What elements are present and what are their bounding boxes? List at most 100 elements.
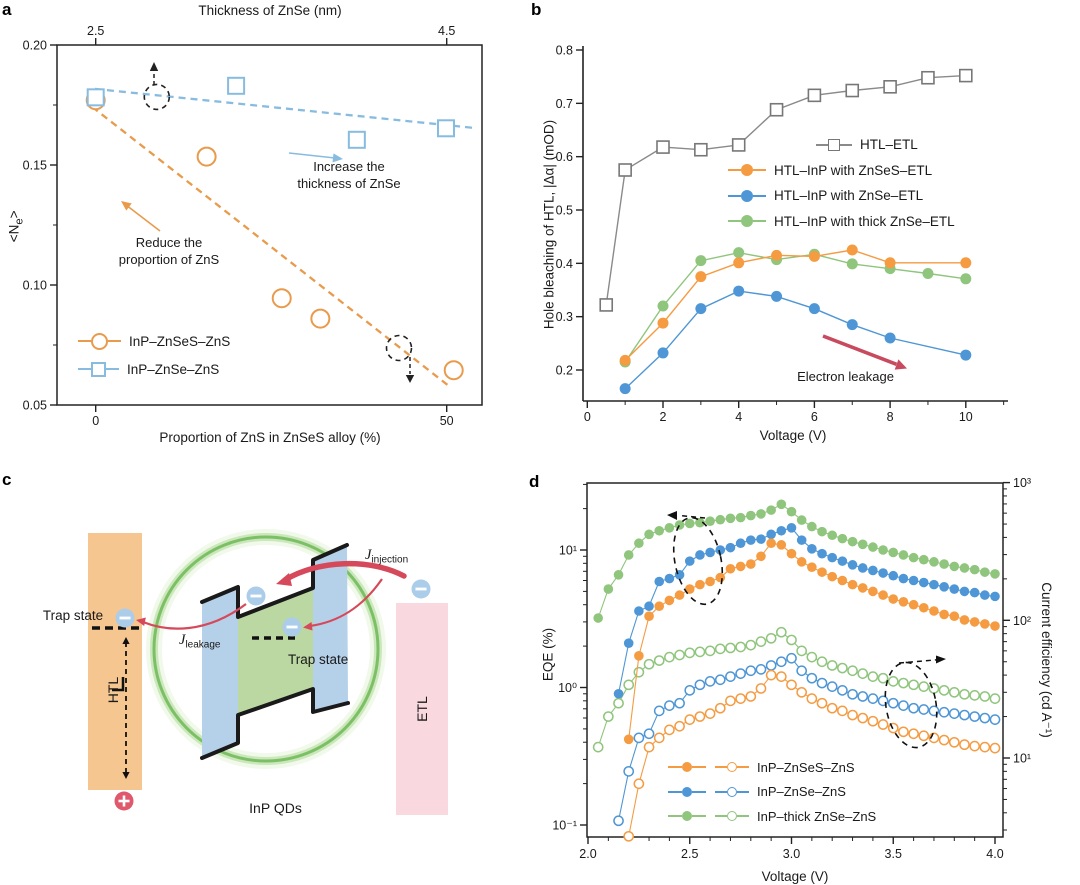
svg-text:2.5: 2.5 [681,847,698,861]
svg-text:0.10: 0.10 [23,279,47,293]
electron-icon [115,608,135,628]
panel-c-drawing [88,529,448,815]
panel-b-annotations [822,334,907,370]
htl-depth-arrow-down-head [122,772,130,779]
svg-text:0.3: 0.3 [556,310,573,324]
svg-text:0.4: 0.4 [556,257,573,271]
filled-dot-marker-icon [682,811,692,822]
legend-line [753,169,766,172]
legend-item-htl-etl: HTL–ETL [816,132,955,158]
svg-text:10¹: 10¹ [1013,752,1031,766]
panel-a-legend: InP–ZnSeS–ZnS InP–ZnSe–ZnS [78,327,230,383]
trend-line [94,87,473,129]
b-x-axis-title: Voltage (V) [759,428,827,443]
panel-b-chart: 0.2 0.3 0.4 0.5 0.6 0.7 0.8 0 2 4 6 8 10 [556,44,1008,424]
plot-frame [586,482,1004,838]
b-y-axis-title: Hole bleaching of HTL, |Δα| (mOD) [541,119,557,330]
trend-line [91,105,451,388]
svg-text:0.05: 0.05 [23,399,47,413]
series-squares [86,76,455,149]
svg-text:0.8: 0.8 [556,44,573,58]
highlight-circle-1 [143,83,171,111]
legend-line [840,143,852,146]
d-left-y-axis-title: EQE (%) [540,627,556,682]
panel-a-annotations [121,62,415,383]
svg-text:3.0: 3.0 [783,847,800,861]
htl-band-step [112,677,125,692]
open-circle-marker-icon [91,332,108,350]
svg-text:4.0: 4.0 [986,847,1003,861]
legend-line [106,368,119,370]
a-y-axis-title: <Ne> [6,210,26,243]
highlight-arrow-up-head [149,62,159,71]
highlight-circle-2 [385,334,413,362]
filled-dot-marker-icon [682,762,692,773]
legend-item-znse: InP–ZnSe–ZnS [78,355,230,383]
open-dot-marker-icon [727,762,737,773]
panel-a-chart: 0.05 0.10 0.15 0.20 0 50 2.5 4.5 [23,24,483,428]
svg-text:0.2: 0.2 [556,364,573,378]
legend-dashed-line [715,790,727,793]
d-right-y-axis-title: Current efficiency (cd A⁻¹) [1039,582,1054,738]
svg-text:10⁰: 10⁰ [558,681,577,695]
ce-axis-arrow-head [936,655,946,664]
injection-to-trap-arrow [309,578,383,628]
inp-qds-label: InP QDs [249,800,302,816]
legend-line [108,340,121,342]
legend-item-znse-etl: HTL–InP with ZnSe–ETL [728,183,955,209]
increase-annotation: Increase the thickness of ZnSe [297,159,401,191]
injection-arrow [282,561,407,583]
open-dot-marker-icon [727,811,737,822]
a-top-axis-title: Thickness of ZnSe (nm) [198,3,342,18]
j-injection-label: Jinjection [365,547,409,566]
etl-layer [396,603,448,815]
panel-d-chart: 2.0 2.5 3.0 3.5 4.0 10⁻¹ 10⁰ 10¹ 10¹ 10² 10³ [552,476,1031,861]
svg-text:0.20: 0.20 [23,39,47,53]
electron-leakage-arrow-head [894,359,907,370]
qd-ring [152,535,380,763]
series-eqe [593,499,1000,623]
htl-trap-state-label: Trap state [42,608,104,623]
svg-text:0.5: 0.5 [556,204,573,218]
panel-b: 0.2 0.3 0.4 0.5 0.6 0.7 0.8 0 2 4 6 8 10 b Voltage (… [531,0,1080,450]
legend-item-znse-zns: InP–ZnSe–ZnS [668,780,876,805]
legend-dashed-line [715,815,727,818]
svg-text:2.5: 2.5 [87,24,104,38]
series-ce [613,652,1001,827]
core-trap-state-label: Trap state [288,652,349,667]
panel-c-diagram: c Trap state Trap state Jleakage Jinject… [0,450,540,885]
svg-text:4: 4 [735,410,742,424]
htl-label: HTL [105,676,121,704]
panel-d: 2.0 2.5 3.0 3.5 4.0 10⁻¹ 10⁰ 10¹ 10¹ 10² 10³ d Vol… [529,450,1080,885]
electron-icon [411,579,431,599]
svg-text:0: 0 [92,414,99,428]
hole-icon [114,791,134,811]
svg-text:50: 50 [440,414,454,428]
legend-line [78,340,91,342]
legend-line [668,766,682,769]
svg-text:0: 0 [584,410,591,424]
a-x-axis-title: Proportion of ZnS in ZnSeS alloy (%) [159,430,381,445]
legend-line [728,194,741,197]
series-eqe [623,538,1000,745]
legend-line [692,766,706,769]
leakage-arrow [142,603,247,630]
legend-line [753,220,766,223]
electron-leakage-arrow [822,334,898,366]
series [619,247,972,368]
panel-letter-a: a [2,0,12,19]
legend-line [692,815,706,818]
svg-text:10²: 10² [1013,614,1031,628]
svg-text:0.6: 0.6 [556,150,573,164]
qd-shell-left [202,587,238,758]
eqe-axis-arrow [678,514,706,519]
series-ce [592,626,1001,753]
svg-text:10³: 10³ [1013,476,1031,490]
svg-text:10: 10 [959,410,973,424]
d-x-axis-title: Voltage (V) [761,869,829,884]
panel-letter-b: b [531,0,542,19]
svg-text:2.0: 2.0 [579,847,596,861]
legend-item-znses-etl: HTL–InP with ZnSeS–ETL [728,158,955,184]
conduction-band-line [200,543,349,619]
